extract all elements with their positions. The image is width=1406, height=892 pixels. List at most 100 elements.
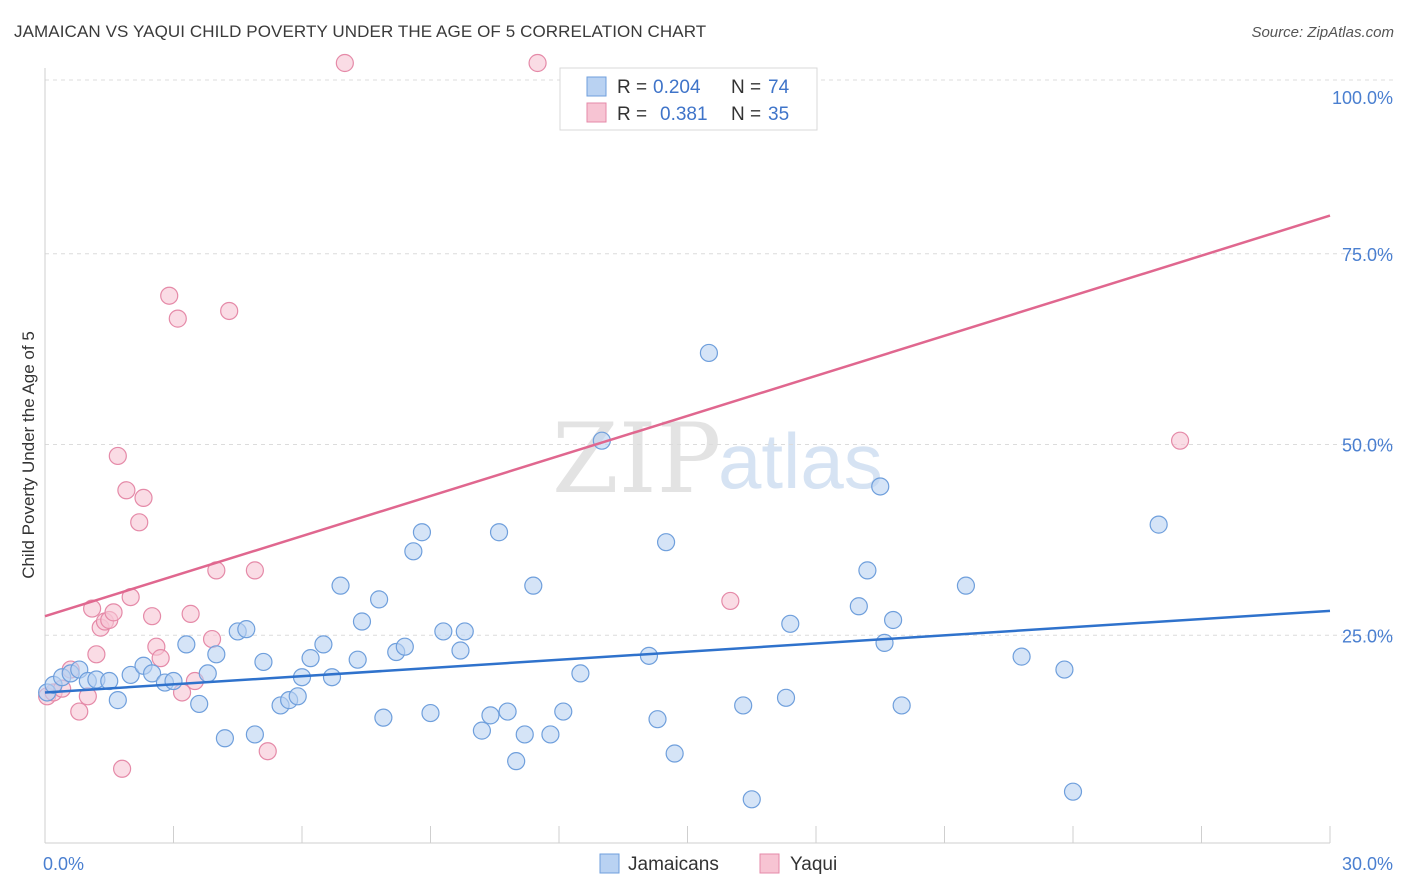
jamaicans-point: [412, 523, 432, 542]
jamaicans-point: [237, 620, 256, 639]
jamaicans-points: [38, 343, 1168, 809]
x-tick-labels: 0.0% 30.0%: [43, 854, 1393, 874]
yaqui-point: [151, 649, 170, 668]
series-legend-swatch-jamaicans: [599, 853, 620, 874]
series-legend: Jamaicans Yaqui: [599, 853, 837, 875]
jamaicans-point: [322, 668, 342, 687]
source-credit: Source: ZipAtlas.com: [1251, 24, 1394, 41]
yaqui-point: [117, 481, 136, 500]
yaqui-point: [134, 488, 153, 508]
jamaicans-point: [207, 645, 226, 664]
series-legend-yaqui: Yaqui: [790, 854, 837, 875]
series-legend-jamaicans: Jamaicans: [628, 854, 719, 875]
jamaicans-point: [331, 576, 350, 595]
legend-swatch-yaqui: [586, 102, 607, 123]
jamaicans-point: [421, 703, 440, 723]
yaqui-point: [112, 759, 132, 778]
yaqui-point: [245, 561, 264, 580]
jamaicans-point: [883, 610, 903, 630]
yaqui-point: [83, 599, 102, 618]
jamaicans-point: [395, 637, 414, 656]
yaqui-point: [258, 742, 277, 761]
legend-r-value-yaqui: 0.381: [660, 104, 708, 125]
jamaicans-point: [656, 533, 676, 552]
jamaicans-point: [699, 343, 719, 363]
jamaicans-point: [554, 702, 573, 721]
jamaicans-point: [301, 649, 320, 668]
jamaicans-point: [871, 477, 890, 496]
yaqui-point: [335, 53, 354, 73]
yaqui-point: [70, 702, 89, 721]
jamaicans-point: [254, 652, 273, 672]
axes: [44, 68, 1331, 844]
legend-r-label-yaqui: R =: [617, 104, 647, 125]
jamaicans-point: [734, 696, 753, 715]
x-tick-label: 0.0%: [43, 854, 84, 874]
yaqui-point: [721, 591, 740, 611]
yaqui-point: [1170, 431, 1190, 450]
jamaicans-point: [108, 691, 127, 710]
jamaicans-point: [515, 725, 534, 744]
jamaicans-point: [215, 729, 234, 748]
jamaicans-point: [1012, 647, 1031, 666]
jamaicans-point: [892, 696, 911, 715]
yaqui-point: [220, 301, 239, 321]
series-legend-swatch-yaqui: [759, 853, 780, 874]
legend-n-label-yaqui: N =: [731, 104, 761, 125]
legend-swatch-jamaicans: [586, 76, 607, 97]
yaqui-point: [202, 629, 222, 649]
jamaicans-point: [489, 523, 509, 542]
yaqui-point: [168, 309, 187, 328]
jamaicans-point: [455, 622, 474, 641]
jamaicans-point: [776, 688, 796, 707]
jamaicans-point: [956, 576, 976, 595]
jamaicans-point: [352, 612, 372, 631]
jamaicans-point: [245, 725, 264, 744]
yaqui-point: [181, 604, 200, 623]
y-tick-label: 75.0%: [1342, 245, 1393, 265]
jamaicans-point: [1149, 515, 1168, 534]
legend-n-label-jamaicans: N =: [731, 77, 761, 98]
yaqui-point: [87, 645, 106, 664]
gridlines: [45, 79, 1393, 636]
jamaicans-point: [121, 665, 140, 685]
jamaicans-point: [472, 721, 491, 740]
jamaicans-point: [177, 635, 196, 654]
yaqui-trend-line: [44, 214, 1331, 618]
legend-r-value-jamaicans: 0.204: [653, 77, 701, 98]
jamaicans-point: [875, 633, 894, 652]
jamaicans-point: [524, 576, 543, 595]
jamaicans-point: [434, 622, 453, 641]
jamaicans-point: [498, 702, 517, 721]
yaqui-point: [160, 286, 179, 305]
legend-n-value-yaqui: 35: [768, 104, 789, 125]
jamaicans-point: [571, 664, 590, 683]
yaqui-point: [130, 513, 149, 532]
jamaicans-point: [665, 744, 684, 763]
trend-lines: [44, 214, 1331, 694]
jamaicans-point: [142, 664, 162, 683]
jamaicans-point: [451, 641, 470, 660]
jamaicans-point: [639, 646, 659, 665]
jamaicans-point: [1055, 660, 1074, 679]
jamaicans-point: [198, 664, 217, 683]
jamaicans-trend-line: [44, 609, 1331, 694]
legend-stats: R = 0.204 N = 74 R = 0.381 N = 35: [559, 67, 818, 131]
yaqui-point: [104, 603, 123, 622]
jamaicans-point: [858, 561, 877, 580]
y-tick-label: 100.0%: [1332, 88, 1393, 108]
jamaicans-point: [370, 590, 389, 609]
legend-r-label-jamaicans: R =: [617, 77, 647, 98]
jamaicans-point: [507, 752, 526, 771]
x-tick-label: 30.0%: [1342, 854, 1393, 874]
yaqui-point: [108, 446, 127, 466]
jamaicans-point: [190, 694, 209, 714]
watermark-zip: ZIP: [552, 403, 721, 515]
jamaicans-point: [348, 650, 367, 669]
jamaicans-point: [781, 614, 800, 633]
yaqui-point: [142, 607, 162, 626]
watermark: ZIP atlas: [552, 403, 883, 515]
watermark-atlas: atlas: [718, 417, 883, 505]
chart-title: JAMAICAN VS YAQUI CHILD POVERTY UNDER TH…: [14, 22, 707, 41]
jamaicans-point: [314, 635, 333, 654]
